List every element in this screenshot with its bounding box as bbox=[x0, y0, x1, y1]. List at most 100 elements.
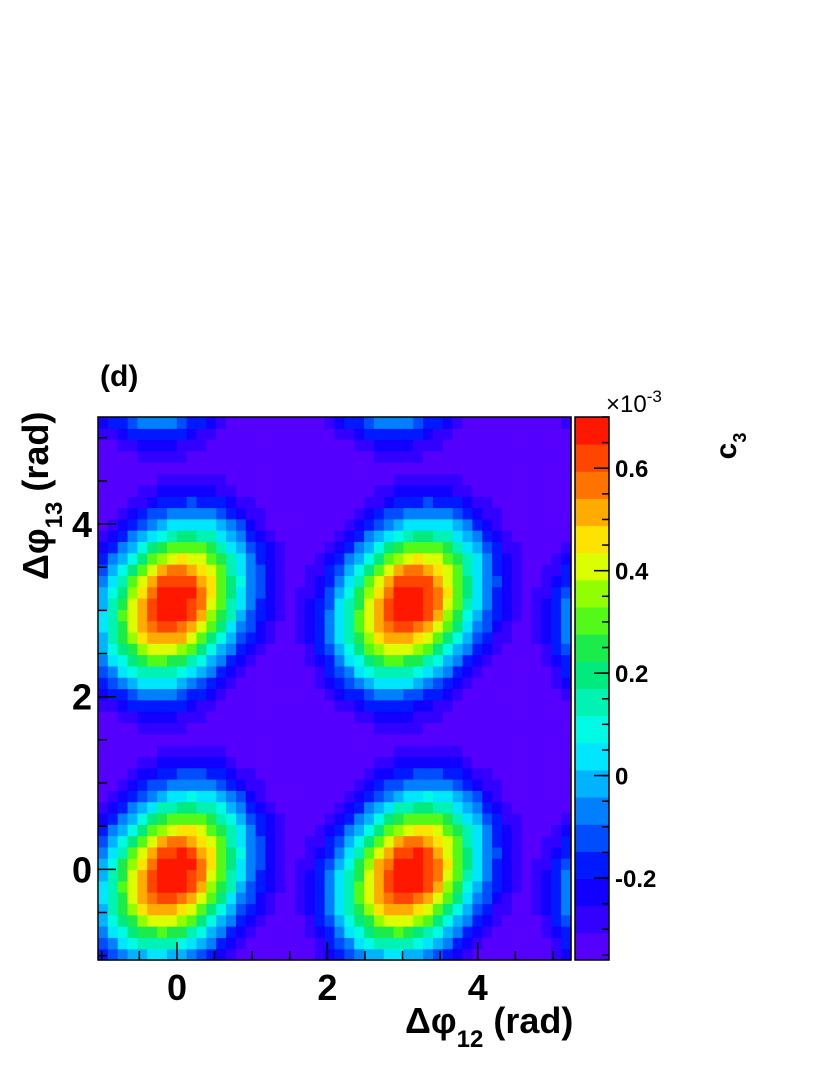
heatmap-cell bbox=[472, 767, 483, 780]
heatmap-cell bbox=[117, 575, 129, 588]
heatmap-cell bbox=[364, 926, 375, 938]
heatmap-cell bbox=[275, 892, 286, 905]
heatmap-cell bbox=[216, 699, 227, 712]
colorbar-band bbox=[575, 579, 609, 608]
heatmap-cell bbox=[442, 745, 454, 757]
heatmap-cell bbox=[117, 926, 129, 938]
heatmap-cell bbox=[235, 586, 247, 599]
heatmap-cell bbox=[511, 473, 523, 486]
heatmap-cell bbox=[442, 722, 454, 735]
heatmap-cell bbox=[551, 733, 562, 746]
heatmap-cell bbox=[255, 767, 267, 780]
heatmap-cell bbox=[216, 665, 227, 678]
heatmap-cell bbox=[275, 779, 286, 791]
heatmap-cell bbox=[304, 473, 316, 486]
heatmap-cell bbox=[157, 677, 168, 690]
heatmap-cell bbox=[245, 530, 257, 543]
heatmap-cell bbox=[373, 733, 385, 746]
heatmap-cell bbox=[137, 858, 148, 871]
heatmap-cell bbox=[304, 541, 316, 554]
heatmap-cell bbox=[157, 812, 168, 825]
heatmap-cell bbox=[452, 835, 464, 848]
heatmap-cell bbox=[206, 575, 217, 588]
heatmap-cell bbox=[511, 677, 523, 690]
heatmap-cell bbox=[452, 643, 464, 656]
heatmap-cell bbox=[295, 892, 306, 905]
heatmap-cell bbox=[364, 450, 375, 463]
heatmap-cell bbox=[413, 643, 424, 656]
heatmap-cell bbox=[245, 677, 257, 690]
heatmap-cell bbox=[334, 586, 345, 599]
heatmap-cell bbox=[373, 530, 385, 543]
heatmap-cell bbox=[502, 609, 513, 622]
heatmap-cell bbox=[561, 745, 572, 757]
heatmap-cell bbox=[206, 926, 217, 938]
heatmap-cell bbox=[166, 496, 178, 509]
heatmap-cell bbox=[295, 824, 306, 837]
heatmap-cell bbox=[176, 948, 188, 961]
heatmap-cell bbox=[482, 518, 493, 531]
heatmap-cell bbox=[186, 711, 198, 724]
heatmap-cell bbox=[531, 541, 543, 554]
heatmap-cell bbox=[403, 779, 414, 791]
heatmap-cell bbox=[344, 937, 355, 950]
heatmap-cell bbox=[373, 665, 385, 678]
heatmap-cell bbox=[107, 654, 119, 667]
heatmap-cell bbox=[403, 496, 414, 509]
heatmap-cell bbox=[442, 654, 454, 667]
heatmap-cell bbox=[255, 665, 267, 678]
colorbar-tick-label: 0 bbox=[615, 764, 628, 791]
heatmap-cell bbox=[442, 575, 454, 588]
heatmap-cell bbox=[482, 439, 493, 452]
heatmap-cell bbox=[196, 484, 207, 497]
heatmap-cell bbox=[255, 903, 267, 916]
heatmap-cell bbox=[176, 846, 188, 859]
heatmap-cell bbox=[344, 484, 355, 497]
heatmap-cell bbox=[561, 496, 572, 509]
heatmap-cell bbox=[373, 745, 385, 757]
heatmap-cell bbox=[551, 914, 562, 927]
heatmap-cell bbox=[403, 450, 414, 463]
heatmap-cell bbox=[226, 756, 237, 769]
heatmap-cell bbox=[383, 767, 395, 780]
heatmap-cell bbox=[176, 892, 188, 905]
heatmap-cell bbox=[541, 598, 552, 610]
heatmap-cell bbox=[206, 937, 217, 950]
heatmap-cell bbox=[127, 484, 139, 497]
heatmap-cell bbox=[226, 575, 237, 588]
heatmap-cell bbox=[413, 564, 424, 576]
heatmap-cell bbox=[364, 518, 375, 531]
heatmap-cell bbox=[472, 450, 483, 463]
heatmap-cell bbox=[373, 688, 385, 701]
heatmap-cell bbox=[98, 665, 109, 678]
heatmap-cell bbox=[393, 756, 405, 769]
heatmap-cell bbox=[383, 575, 395, 588]
heatmap-cell bbox=[502, 699, 513, 712]
heatmap-cell bbox=[137, 914, 148, 927]
heatmap-cell bbox=[511, 779, 523, 791]
heatmap-cell bbox=[511, 575, 523, 588]
heatmap-cell bbox=[285, 620, 296, 633]
heatmap-cell bbox=[314, 428, 326, 441]
heatmap-cell bbox=[255, 631, 267, 644]
heatmap-cell bbox=[502, 665, 513, 678]
heatmap-cell bbox=[147, 507, 158, 520]
heatmap-cell bbox=[383, 450, 395, 463]
heatmap-cell bbox=[403, 530, 414, 543]
heatmap-cell bbox=[226, 903, 237, 916]
heatmap-cell bbox=[492, 801, 503, 814]
heatmap-cell bbox=[403, 643, 414, 656]
heatmap-cell bbox=[216, 733, 227, 746]
heatmap-cell bbox=[413, 677, 424, 690]
heatmap-cell bbox=[176, 643, 188, 656]
heatmap-cell bbox=[107, 699, 119, 712]
heatmap-cell bbox=[117, 439, 129, 452]
heatmap-cell bbox=[216, 462, 227, 475]
heatmap-cell bbox=[166, 892, 178, 905]
heatmap-cell bbox=[373, 812, 385, 825]
heatmap-cell bbox=[107, 858, 119, 871]
heatmap-cell bbox=[137, 575, 148, 588]
heatmap-cell bbox=[275, 586, 286, 599]
heatmap-cell bbox=[364, 948, 375, 961]
heatmap-cell bbox=[314, 439, 326, 452]
